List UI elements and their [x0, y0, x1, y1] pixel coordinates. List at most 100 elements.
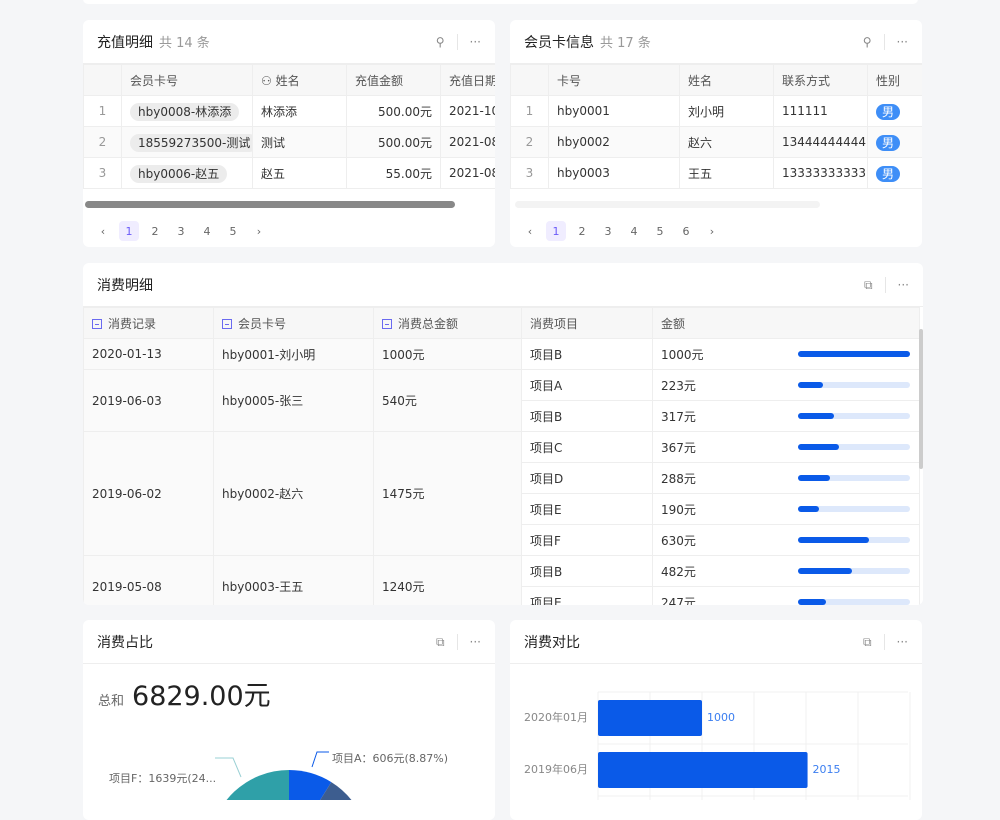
amount-bar: [798, 475, 910, 481]
pagination: ‹ 1 2 3 4 5 6 ›: [520, 221, 722, 241]
header-index: [83, 64, 122, 96]
table-row[interactable]: 2 hby0002 赵六 13444444444 男: [510, 126, 922, 158]
table-row[interactable]: 1 hby0001 刘小明 111111 男: [510, 95, 922, 127]
page-4-button[interactable]: 4: [203, 224, 211, 238]
amount-cell: 223元: [652, 369, 920, 401]
category-label: 2020年01月: [524, 710, 588, 724]
pie-slice-a[interactable]: [289, 770, 332, 800]
divider: [883, 634, 885, 650]
expand-icon[interactable]: ⧉: [862, 634, 872, 649]
member-card-tag[interactable]: 18559273500-测试: [130, 133, 252, 152]
header-date[interactable]: 充值日期: [440, 64, 495, 96]
more-icon[interactable]: ···: [897, 278, 909, 292]
member-card-tag[interactable]: hby0008-林添添: [130, 102, 240, 121]
member-card-cell: hby0005-张三: [213, 369, 374, 432]
divider: [884, 277, 886, 293]
collapse-icon[interactable]: [92, 318, 102, 329]
page-1-button[interactable]: 1: [119, 221, 139, 241]
compare-card: 消费对比 ⧉ ··· 2020年01月 1000 2019年06月 2015: [510, 620, 922, 820]
header-amount[interactable]: 金额: [652, 307, 920, 339]
more-icon[interactable]: ···: [469, 635, 481, 649]
table-row[interactable]: 1 hby0008-林添添 林添添 500.00元 2021-10: [83, 95, 495, 127]
member-card-tag[interactable]: hby0006-赵五: [130, 164, 228, 183]
gender-badge[interactable]: 男: [876, 165, 901, 182]
expand-icon[interactable]: ⧉: [435, 634, 445, 649]
header-name[interactable]: ⚇ 姓名: [252, 64, 347, 96]
table-row[interactable]: 3 hby0003 王五 13333333333 男: [510, 157, 922, 189]
row-index: 3: [510, 157, 549, 189]
member-card-cell: hby0008-林添添: [121, 95, 253, 127]
record-count: 共 17 条: [600, 36, 651, 51]
prev-page-button[interactable]: ‹: [100, 224, 106, 238]
gender-badge[interactable]: 男: [876, 134, 901, 151]
total-value: 6829.00元: [132, 681, 271, 712]
page-2-button[interactable]: 2: [151, 224, 159, 238]
vertical-scrollbar[interactable]: [919, 329, 923, 469]
more-icon[interactable]: ···: [469, 35, 481, 49]
next-page-button[interactable]: ›: [709, 224, 715, 238]
page-4-button[interactable]: 4: [630, 224, 638, 238]
bar[interactable]: [598, 700, 702, 736]
page-3-button[interactable]: 3: [177, 224, 185, 238]
pie-slice[interactable]: [289, 782, 368, 800]
amount-bar: [798, 444, 910, 450]
amount-cell: 317元: [652, 400, 920, 432]
search-icon[interactable]: ⚲: [862, 35, 872, 49]
header-phone[interactable]: 联系方式: [773, 64, 868, 96]
collapse-icon[interactable]: [382, 318, 392, 329]
table-row: 项目E 247元: [84, 586, 920, 605]
header-amount[interactable]: 充值金额: [346, 64, 441, 96]
amount-cell: 630元: [652, 524, 920, 556]
total-cell: 540元: [373, 369, 522, 432]
item-cell: 项目E: [521, 493, 653, 525]
search-icon[interactable]: ⚲: [435, 35, 445, 49]
phone-cell: 13444444444: [773, 126, 868, 158]
amount-bar: [798, 506, 910, 512]
record-date-cell: 2019-06-02: [83, 431, 214, 556]
table-row[interactable]: 2 18559273500-测试 测试 500.00元 2021-08: [83, 126, 495, 158]
date-cell: 2021-08: [440, 126, 495, 158]
row-index: 1: [83, 95, 122, 127]
page-1-button[interactable]: 1: [546, 221, 566, 241]
page-2-button[interactable]: 2: [578, 224, 586, 238]
gender-badge[interactable]: 男: [876, 103, 901, 120]
header-name[interactable]: 姓名: [679, 64, 774, 96]
header-item[interactable]: 消费项目: [521, 307, 653, 339]
prev-page-button[interactable]: ‹: [527, 224, 533, 238]
total-label: 总和: [98, 694, 125, 709]
member-card-cell: hby0003-王五: [213, 555, 374, 605]
header-card[interactable]: 会员卡号: [213, 307, 374, 339]
header-total[interactable]: 消费总金额: [373, 307, 522, 339]
header-card[interactable]: 会员卡号: [121, 64, 253, 96]
expand-icon[interactable]: ⧉: [863, 277, 873, 292]
amount-bar: [798, 568, 910, 574]
page-5-button[interactable]: 5: [656, 224, 664, 238]
amount-cell: 288元: [652, 462, 920, 494]
name-cell: 刘小明: [679, 95, 774, 127]
amount-bar-fill: [798, 444, 840, 450]
amount-cell: 500.00元: [346, 95, 441, 127]
horizontal-scrollbar[interactable]: [85, 201, 455, 208]
next-page-button[interactable]: ›: [256, 224, 262, 238]
more-icon[interactable]: ···: [896, 635, 908, 649]
horizontal-scrollbar[interactable]: [515, 201, 820, 208]
amount-text: 482元: [661, 564, 696, 579]
card-cell: hby0003: [548, 157, 680, 189]
amount-cell: 1000元: [652, 338, 920, 370]
page-5-button[interactable]: 5: [229, 224, 237, 238]
table-row[interactable]: 3 hby0006-赵五 赵五 55.00元 2021-08: [83, 157, 495, 189]
header-gender[interactable]: 性别: [867, 64, 922, 96]
pie-slice-f[interactable]: [209, 770, 289, 800]
bar-chart: 2020年01月 1000 2019年06月 2015: [524, 691, 911, 800]
collapse-icon[interactable]: [222, 318, 232, 329]
page-3-button[interactable]: 3: [604, 224, 612, 238]
bar[interactable]: [598, 752, 808, 788]
amount-bar: [798, 382, 910, 388]
amount-text: 190元: [661, 502, 696, 517]
header-record[interactable]: 消费记录: [83, 307, 214, 339]
header-card[interactable]: 卡号: [548, 64, 680, 96]
name-cell: 赵六: [679, 126, 774, 158]
more-icon[interactable]: ···: [896, 35, 908, 49]
page-6-button[interactable]: 6: [682, 224, 690, 238]
row-index: 1: [510, 95, 549, 127]
